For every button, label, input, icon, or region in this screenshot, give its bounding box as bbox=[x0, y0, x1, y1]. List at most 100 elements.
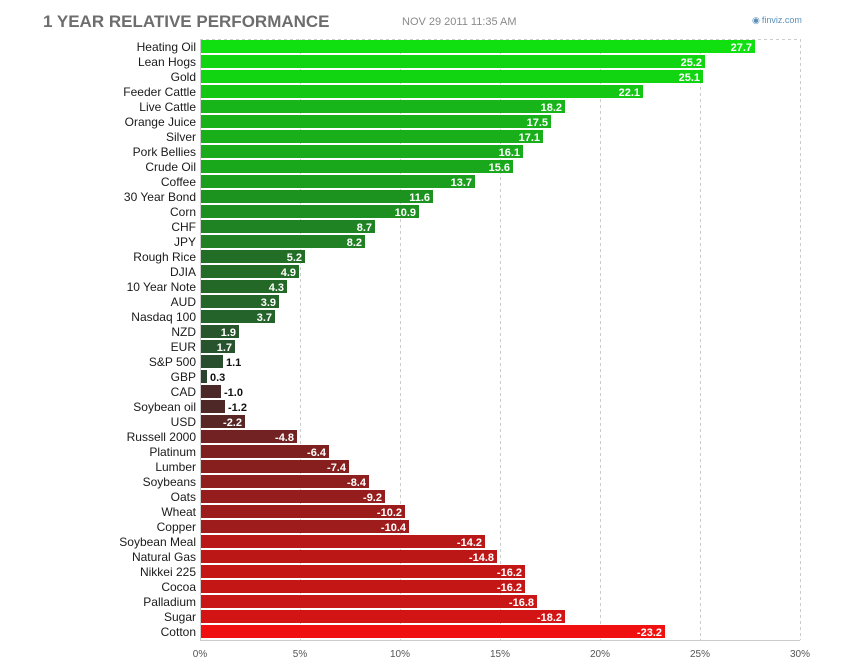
bar-17[interactable] bbox=[201, 295, 279, 308]
tick-label-25: 25% bbox=[690, 649, 710, 660]
category-label-35: Nikkei 225 bbox=[140, 565, 196, 579]
value-label-3: 22.1 bbox=[619, 87, 640, 99]
tick-label-10: 10% bbox=[390, 649, 410, 660]
bar-19[interactable] bbox=[201, 325, 239, 338]
category-label-4: Live Cattle bbox=[139, 100, 196, 114]
bar-7[interactable] bbox=[201, 145, 523, 158]
value-label-25: -2.2 bbox=[223, 417, 242, 429]
value-label-7: 16.1 bbox=[499, 147, 520, 159]
bar-22[interactable] bbox=[201, 370, 207, 383]
category-label-6: Silver bbox=[166, 130, 196, 144]
value-label-31: -10.2 bbox=[377, 507, 402, 519]
bar-10[interactable] bbox=[201, 190, 433, 203]
bar-14[interactable] bbox=[201, 250, 305, 263]
bar-5[interactable] bbox=[201, 115, 551, 128]
finviz-logo-icon: ◉ bbox=[752, 15, 760, 25]
bar-32[interactable] bbox=[201, 520, 409, 533]
bar-16[interactable] bbox=[201, 280, 287, 293]
category-label-12: CHF bbox=[171, 220, 196, 234]
bar-9[interactable] bbox=[201, 175, 475, 188]
category-label-39: Cotton bbox=[161, 625, 196, 639]
bar-26[interactable] bbox=[201, 430, 297, 443]
bar-0[interactable] bbox=[201, 40, 755, 53]
brand-link[interactable]: ◉ finviz.com bbox=[752, 15, 802, 26]
value-label-20: 1.7 bbox=[217, 342, 232, 354]
value-label-14: 5.2 bbox=[287, 252, 302, 264]
category-label-16: 10 Year Note bbox=[127, 280, 197, 294]
value-label-13: 8.2 bbox=[347, 237, 362, 249]
category-label-0: Heating Oil bbox=[137, 40, 196, 54]
bar-20[interactable] bbox=[201, 340, 235, 353]
category-label-17: AUD bbox=[171, 295, 197, 309]
value-label-30: -9.2 bbox=[363, 492, 382, 504]
category-label-25: USD bbox=[171, 415, 197, 429]
bar-38[interactable] bbox=[201, 610, 565, 623]
value-label-1: 25.2 bbox=[681, 57, 702, 69]
bar-13[interactable] bbox=[201, 235, 365, 248]
category-label-22: GBP bbox=[171, 370, 196, 384]
bar-12[interactable] bbox=[201, 220, 375, 233]
bar-34[interactable] bbox=[201, 550, 497, 563]
value-label-27: -6.4 bbox=[307, 447, 327, 459]
bar-29[interactable] bbox=[201, 475, 369, 488]
category-label-37: Palladium bbox=[143, 595, 196, 609]
category-label-3: Feeder Cattle bbox=[123, 85, 196, 99]
bar-28[interactable] bbox=[201, 460, 349, 473]
bar-18[interactable] bbox=[201, 310, 275, 323]
value-label-6: 17.1 bbox=[519, 132, 540, 144]
bar-4[interactable] bbox=[201, 100, 565, 113]
value-label-32: -10.4 bbox=[381, 522, 407, 534]
category-label-31: Wheat bbox=[161, 505, 196, 519]
bar-35[interactable] bbox=[201, 565, 525, 578]
bar-11[interactable] bbox=[201, 205, 419, 218]
category-label-24: Soybean oil bbox=[133, 400, 196, 414]
value-label-26: -4.8 bbox=[275, 432, 294, 444]
value-label-28: -7.4 bbox=[327, 462, 347, 474]
timestamp: NOV 29 2011 11:35 AM bbox=[402, 16, 517, 28]
category-labels: Heating Oil 27.7 Lean Hogs 25.2 Gold 25.1 Feed… bbox=[119, 40, 752, 639]
bar-2[interactable] bbox=[201, 70, 703, 83]
bar-6[interactable] bbox=[201, 130, 543, 143]
category-label-9: Coffee bbox=[161, 175, 196, 189]
x-axis-ticks: 0% 5% 10% 15% 20% 25% 30% bbox=[193, 649, 810, 660]
bar-group bbox=[201, 40, 755, 638]
value-label-15: 4.9 bbox=[281, 267, 296, 279]
value-label-35: -16.2 bbox=[497, 567, 522, 579]
category-label-33: Soybean Meal bbox=[119, 535, 196, 549]
bar-33[interactable] bbox=[201, 535, 485, 548]
bar-24[interactable] bbox=[201, 400, 225, 413]
bar-27[interactable] bbox=[201, 445, 329, 458]
bar-31[interactable] bbox=[201, 505, 405, 518]
category-label-28: Lumber bbox=[155, 460, 196, 474]
value-label-24: -1.2 bbox=[228, 402, 247, 414]
category-label-7: Pork Bellies bbox=[133, 145, 196, 159]
bar-36[interactable] bbox=[201, 580, 525, 593]
value-label-16: 4.3 bbox=[269, 282, 284, 294]
bar-30[interactable] bbox=[201, 490, 385, 503]
bar-1[interactable] bbox=[201, 55, 705, 68]
tick-label-20: 20% bbox=[590, 649, 610, 660]
bar-8[interactable] bbox=[201, 160, 513, 173]
value-label-36: -16.2 bbox=[497, 582, 522, 594]
bar-37[interactable] bbox=[201, 595, 537, 608]
category-label-23: CAD bbox=[171, 385, 197, 399]
bar-23[interactable] bbox=[201, 385, 221, 398]
value-label-23: -1.0 bbox=[224, 387, 243, 399]
bar-39[interactable] bbox=[201, 625, 665, 638]
bar-21[interactable] bbox=[201, 355, 223, 368]
category-label-36: Cocoa bbox=[161, 580, 196, 594]
value-label-18: 3.7 bbox=[257, 312, 272, 324]
value-label-21: 1.1 bbox=[226, 357, 241, 369]
tick-label-5: 5% bbox=[293, 649, 308, 660]
category-label-19: NZD bbox=[171, 325, 196, 339]
bar-3[interactable] bbox=[201, 85, 643, 98]
bar-25[interactable] bbox=[201, 415, 245, 428]
value-label-22: 0.3 bbox=[210, 372, 225, 384]
value-label-0: 27.7 bbox=[731, 42, 752, 54]
category-label-1: Lean Hogs bbox=[138, 55, 196, 69]
value-label-38: -18.2 bbox=[537, 612, 562, 624]
bar-15[interactable] bbox=[201, 265, 299, 278]
category-label-26: Russell 2000 bbox=[127, 430, 197, 444]
value-label-5: 17.5 bbox=[527, 117, 548, 129]
